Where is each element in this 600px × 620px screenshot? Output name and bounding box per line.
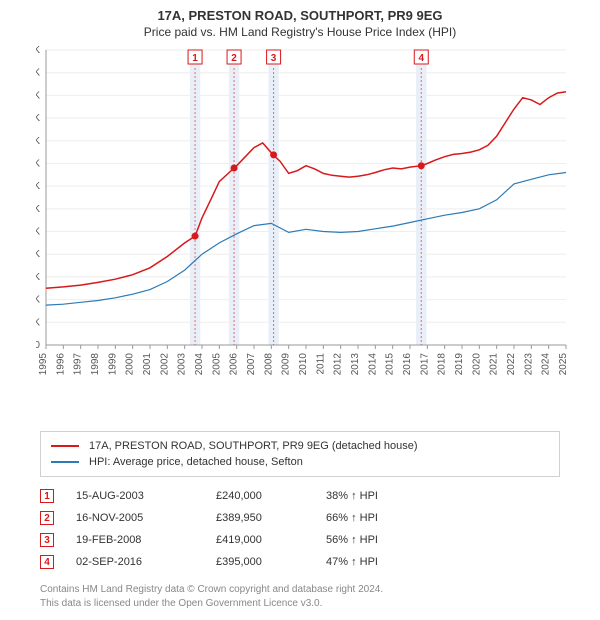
y-tick-label: £150K [36, 272, 40, 283]
event-price: £419,000 [216, 534, 326, 546]
y-tick-label: £600K [36, 68, 40, 79]
y-tick-label: £50K [36, 317, 40, 328]
event-row: 3 19-FEB-2008£419,00056% ↑ HPI [40, 529, 560, 551]
event-price: £240,000 [216, 490, 326, 502]
chart-title: 17A, PRESTON ROAD, SOUTHPORT, PR9 9EG [0, 0, 600, 23]
legend-swatch [51, 445, 79, 447]
x-tick-label: 2020 [471, 353, 482, 376]
footnote: Contains HM Land Registry data © Crown c… [40, 583, 560, 611]
event-point [192, 233, 199, 240]
event-pct: 66% ↑ HPI [326, 512, 436, 524]
event-marker-id: 1 [192, 53, 198, 64]
series-line [46, 173, 566, 306]
x-tick-label: 1996 [55, 353, 66, 376]
event-id-box: 4 [40, 555, 54, 569]
x-tick-label: 2009 [281, 353, 292, 376]
x-tick-label: 2015 [385, 353, 396, 376]
y-tick-label: £450K [36, 136, 40, 147]
series-line [46, 92, 566, 288]
x-tick-label: 2016 [402, 353, 413, 376]
y-tick-label: £650K [36, 45, 40, 56]
footnote-line-2: This data is licensed under the Open Gov… [40, 597, 560, 611]
x-tick-label: 2012 [333, 353, 344, 376]
x-tick-label: 2017 [419, 353, 430, 376]
y-tick-label: £300K [36, 204, 40, 215]
legend-swatch [51, 461, 79, 463]
y-tick-label: £550K [36, 90, 40, 101]
x-tick-label: 2025 [558, 353, 569, 376]
event-point [270, 151, 277, 158]
x-tick-label: 2007 [246, 353, 257, 376]
y-tick-label: £250K [36, 227, 40, 238]
event-marker-id: 2 [231, 53, 237, 64]
legend: 17A, PRESTON ROAD, SOUTHPORT, PR9 9EG (d… [40, 431, 560, 477]
event-point [231, 165, 238, 172]
x-tick-label: 2003 [177, 353, 188, 376]
event-marker-id: 3 [271, 53, 277, 64]
event-id-box: 2 [40, 511, 54, 525]
x-tick-label: 2019 [454, 353, 465, 376]
x-tick-label: 2010 [298, 353, 309, 376]
x-tick-label: 1995 [38, 353, 49, 376]
x-tick-label: 2005 [211, 353, 222, 376]
x-tick-label: 2000 [125, 353, 136, 376]
x-tick-label: 2008 [263, 353, 274, 376]
chart-area: £0 £50K £100K £150K £200K £250K £300K £350K £400… [36, 45, 596, 425]
event-date: 02-SEP-2016 [76, 556, 216, 568]
chart-container: 17A, PRESTON ROAD, SOUTHPORT, PR9 9EG Pr… [0, 0, 600, 620]
x-tick-label: 1999 [107, 353, 118, 376]
y-tick-label: £500K [36, 113, 40, 124]
event-point [418, 162, 425, 169]
y-tick-label: £400K [36, 158, 40, 169]
x-tick-label: 2004 [194, 353, 205, 376]
event-price: £389,950 [216, 512, 326, 524]
chart-subtitle: Price paid vs. HM Land Registry's House … [0, 23, 600, 45]
x-tick-label: 2001 [142, 353, 153, 376]
y-tick-label: £0 [36, 340, 40, 351]
y-tick-label: £200K [36, 249, 40, 260]
x-tick-label: 2013 [350, 353, 361, 376]
x-tick-label: 1998 [90, 353, 101, 376]
event-row: 1 15-AUG-2003£240,00038% ↑ HPI [40, 485, 560, 507]
chart-svg: £0 £50K £100K £150K £200K £250K £300K £350K £400… [36, 45, 596, 425]
footnote-line-1: Contains HM Land Registry data © Crown c… [40, 583, 560, 597]
event-date: 15-AUG-2003 [76, 490, 216, 502]
event-marker-id: 4 [418, 53, 424, 64]
legend-row: HPI: Average price, detached house, Seft… [51, 454, 549, 470]
legend-row: 17A, PRESTON ROAD, SOUTHPORT, PR9 9EG (d… [51, 438, 549, 454]
x-tick-label: 2006 [229, 353, 240, 376]
legend-label: HPI: Average price, detached house, Seft… [89, 456, 303, 468]
legend-label: 17A, PRESTON ROAD, SOUTHPORT, PR9 9EG (d… [89, 440, 418, 452]
event-row: 4 02-SEP-2016£395,00047% ↑ HPI [40, 551, 560, 573]
x-tick-label: 2024 [541, 353, 552, 376]
x-tick-label: 2023 [523, 353, 534, 376]
event-id-box: 1 [40, 489, 54, 503]
event-pct: 38% ↑ HPI [326, 490, 436, 502]
event-date: 16-NOV-2005 [76, 512, 216, 524]
event-price: £395,000 [216, 556, 326, 568]
event-pct: 47% ↑ HPI [326, 556, 436, 568]
x-tick-label: 1997 [73, 353, 84, 376]
events-table: 1 15-AUG-2003£240,00038% ↑ HPI 2 16-NOV-200… [40, 485, 560, 573]
x-tick-label: 2021 [489, 353, 500, 376]
x-tick-label: 2011 [315, 353, 326, 375]
event-date: 19-FEB-2008 [76, 534, 216, 546]
x-tick-label: 2022 [506, 353, 517, 376]
x-tick-label: 2018 [437, 353, 448, 376]
event-pct: 56% ↑ HPI [326, 534, 436, 546]
x-tick-label: 2014 [367, 353, 378, 376]
event-id-box: 3 [40, 533, 54, 547]
y-tick-label: £350K [36, 181, 40, 192]
event-row: 2 16-NOV-2005£389,95066% ↑ HPI [40, 507, 560, 529]
y-tick-label: £100K [36, 295, 40, 306]
x-tick-label: 2002 [159, 353, 170, 376]
